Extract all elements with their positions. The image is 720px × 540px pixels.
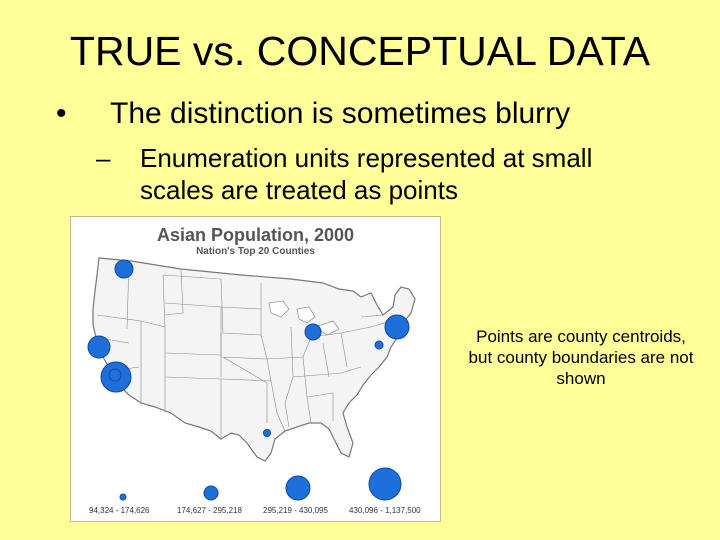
legend-symbol-1	[119, 493, 127, 501]
legend-symbol-2	[203, 485, 219, 501]
sub-bullet-text: Enumeration units represented at small s…	[140, 143, 593, 205]
legend-label-4: 430,096 - 1,137,500	[349, 506, 421, 515]
us-map	[87, 257, 416, 501]
county-point	[100, 361, 132, 393]
legend-label-1: 94,324 - 174,626	[89, 506, 150, 515]
map-caption: Points are county centroids, but county …	[468, 327, 694, 388]
bullet-text: The distinction is sometimes blurry	[110, 97, 571, 130]
map-title: Asian Population, 2000	[156, 225, 355, 245]
county-point	[114, 259, 134, 279]
county-point	[374, 340, 384, 350]
legend-symbol-3	[285, 475, 311, 501]
bullet-marker: •	[56, 97, 67, 130]
county-symbols	[87, 259, 410, 437]
great-lakes	[268, 300, 340, 336]
county-point	[384, 314, 410, 340]
county-point	[108, 368, 122, 382]
legend-symbol-4	[368, 467, 402, 501]
legend-label-3: 295,219 - 430,095	[263, 506, 328, 515]
slide-title: TRUE vs. CONCEPTUAL DATA	[69, 28, 651, 74]
legend-label-2: 174,627 - 295,218	[177, 506, 242, 515]
map-figure: Asian Population, 2000 Nation's Top 20 C…	[70, 216, 441, 522]
us-outline	[92, 257, 416, 462]
county-point	[87, 335, 111, 359]
map-subtitle: Nation's Top 20 Counties	[196, 246, 315, 257]
sub-bullet-marker: –	[96, 143, 111, 173]
legend-symbols	[119, 467, 402, 501]
county-point	[304, 323, 322, 341]
county-point	[263, 429, 271, 437]
